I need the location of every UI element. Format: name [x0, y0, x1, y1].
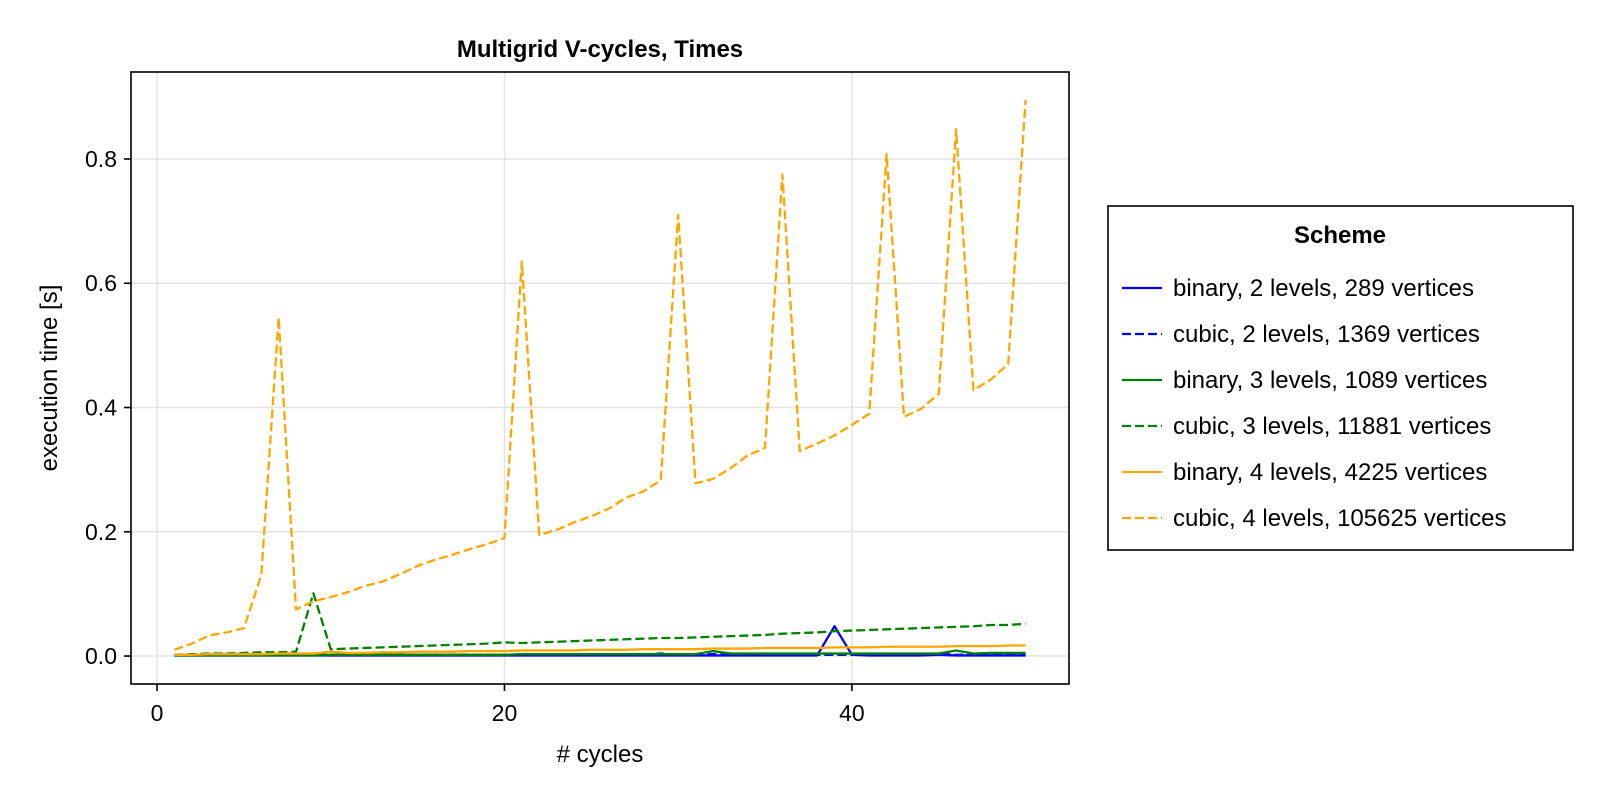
legend-label-6: cubic, 4 levels, 105625 vertices — [1173, 505, 1507, 532]
legend-title: Scheme — [1294, 222, 1386, 249]
y-axis-label: execution time [s] — [36, 285, 63, 472]
series-line-5 — [174, 644, 1026, 656]
x-tick-label: 40 — [839, 700, 865, 726]
legend-label-3: binary, 3 levels, 1089 vertices — [1173, 367, 1487, 394]
grid-lines — [131, 72, 1069, 684]
y-tick-label: 0.6 — [85, 270, 117, 296]
legend: Scheme binary, 2 levels, 289 vertices cub… — [1107, 205, 1574, 551]
legend-box — [1107, 205, 1574, 551]
y-axis-ticks: 0.0 0.2 0.4 0.6 0.8 — [85, 146, 131, 669]
x-axis-label: # cycles — [557, 741, 644, 768]
legend-label-1: binary, 2 levels, 289 vertices — [1173, 275, 1474, 302]
series-lines — [174, 99, 1027, 657]
legend-items: binary, 2 levels, 289 vertices cubic, 2 l… — [1122, 275, 1507, 532]
x-tick-label: 0 — [151, 700, 164, 726]
series-line-3 — [174, 649, 1026, 657]
series-line-4 — [174, 592, 1026, 656]
y-tick-label: 0.8 — [85, 146, 117, 172]
legend-label-4: cubic, 3 levels, 11881 vertices — [1173, 413, 1491, 440]
y-tick-label: 0.0 — [85, 643, 117, 669]
x-axis-ticks: 0 20 40 — [151, 684, 865, 726]
legend-label-5: binary, 4 levels, 4225 vertices — [1173, 459, 1487, 486]
x-tick-label: 20 — [492, 700, 518, 726]
y-tick-label: 0.2 — [85, 519, 117, 545]
legend-label-2: cubic, 2 levels, 1369 vertices — [1173, 321, 1480, 348]
plot-frame — [130, 71, 1070, 685]
chart-title: Multigrid V-cycles, Times — [457, 36, 743, 63]
series-line-2 — [174, 652, 1026, 656]
y-tick-label: 0.4 — [85, 395, 117, 421]
series-line-6 — [174, 99, 1027, 651]
